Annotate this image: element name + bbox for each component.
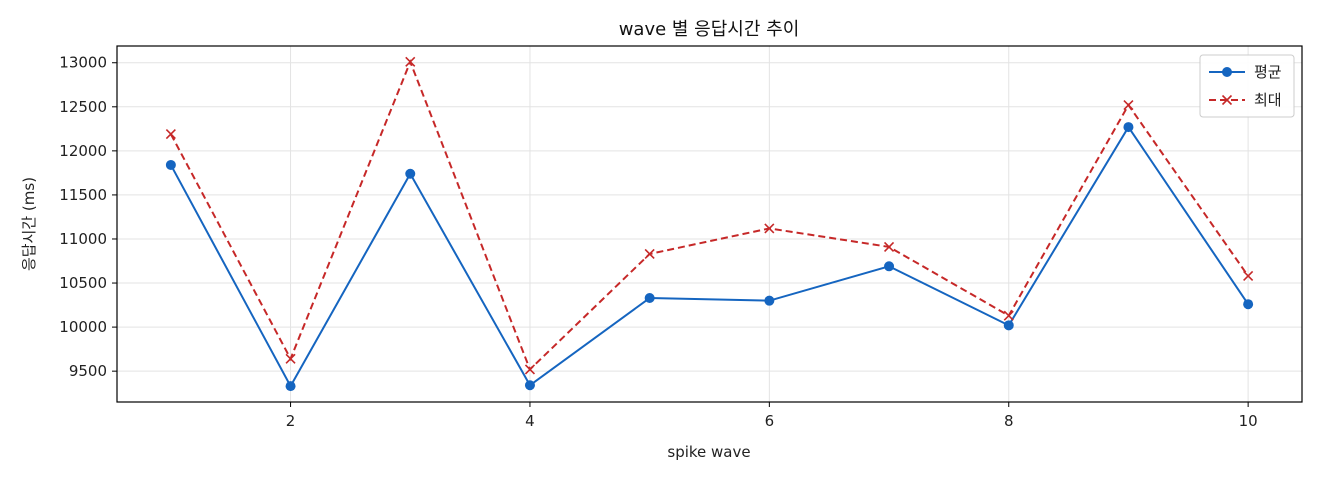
plot-frame <box>116 45 1303 403</box>
series-layer <box>165 56 1254 392</box>
x-tick-label: 10 <box>1239 412 1258 430</box>
x-tick-label: 8 <box>1004 412 1014 430</box>
data-point-max <box>883 241 895 252</box>
data-point-max <box>1123 99 1134 111</box>
data-point-avg <box>884 261 895 272</box>
grid-lines <box>117 46 1302 402</box>
x-marker-stroke <box>524 364 536 375</box>
x-marker-stroke <box>285 353 296 364</box>
x-marker-stroke <box>1221 94 1233 106</box>
x-marker-stroke <box>405 56 416 67</box>
chart-title: wave 별 응답시간 추이 <box>619 19 800 40</box>
series-line-max <box>169 59 1249 372</box>
data-point-avg <box>1243 299 1254 310</box>
y-tick-label: 10500 <box>59 274 107 292</box>
data-point-max <box>165 129 176 140</box>
x-tick-label: 6 <box>765 412 775 430</box>
x-tick-label: 2 <box>286 412 296 430</box>
y-tick-label: 10000 <box>59 318 107 336</box>
legend-label: 평균 <box>1254 63 1282 81</box>
y-tick-label: 11500 <box>59 186 107 204</box>
data-point-max <box>405 56 416 67</box>
axes: 2 4 6 8 10 9500 10000 10500 11000 11500 12000 12500… <box>59 54 1257 430</box>
y-axis-title: 응답시간 (ms) <box>20 177 38 271</box>
series-line-avg <box>169 125 1249 389</box>
x-marker-stroke <box>1003 310 1014 321</box>
data-point-avg <box>1123 122 1134 133</box>
legend-label: 최대 <box>1254 91 1282 109</box>
x-axis-title: spike wave <box>667 443 750 461</box>
x-marker-stroke <box>764 223 775 234</box>
data-point-max <box>1243 270 1254 282</box>
data-point-avg <box>764 295 775 306</box>
y-tick-label: 13000 <box>59 54 107 72</box>
x-marker-stroke <box>165 129 176 140</box>
data-point-avg <box>1003 320 1014 331</box>
data-point-avg <box>165 159 176 170</box>
data-point-max <box>764 223 775 234</box>
legend-marker-circle <box>1222 67 1232 77</box>
x-marker-stroke <box>644 248 655 260</box>
data-point-max <box>1003 310 1014 321</box>
data-point-avg <box>644 293 655 304</box>
x-tick-label: 4 <box>525 412 535 430</box>
y-tick-label: 11000 <box>59 230 107 248</box>
x-marker-stroke <box>1243 270 1254 282</box>
data-point-max <box>285 353 296 364</box>
data-point-avg <box>285 381 296 392</box>
y-tick-label: 12500 <box>59 98 107 116</box>
legend-marker-x <box>1221 94 1233 106</box>
x-marker-stroke <box>883 241 895 252</box>
y-tick-label: 12000 <box>59 142 107 160</box>
data-point-max <box>644 248 655 260</box>
x-marker-stroke <box>1123 99 1134 111</box>
y-tick-label: 9500 <box>69 362 107 380</box>
data-point-avg <box>524 380 535 391</box>
data-point-avg <box>405 168 416 179</box>
data-point-max <box>524 364 536 375</box>
